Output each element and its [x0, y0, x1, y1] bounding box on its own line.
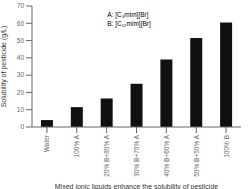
svg-text:70: 70 — [17, 2, 25, 9]
svg-text:Solubility of pesticide (g/L): Solubility of pesticide (g/L) — [8, 26, 9, 108]
svg-text:100% A: 100% A — [73, 134, 80, 157]
svg-text:50% B+50% A: 50% B+50% A — [193, 134, 200, 176]
svg-text:Mixed ionic liquids enhance th: Mixed ionic liquids enhance the solubili… — [55, 183, 219, 189]
svg-text:30: 30 — [17, 71, 25, 78]
svg-text:20% B+80% A: 20% B+80% A — [103, 134, 110, 176]
svg-text:20: 20 — [17, 89, 25, 96]
svg-text:50: 50 — [17, 37, 25, 44]
svg-text:40% B+60% A: 40% B+60% A — [163, 134, 170, 176]
html-text:B: [C₁₀mim][Br]: B: [C₁₀mim][Br] — [107, 20, 151, 28]
svg-text:60: 60 — [17, 20, 25, 27]
svg-text:100% B: 100% B — [223, 135, 230, 158]
svg-text:10: 10 — [17, 106, 25, 113]
svg-text:0: 0 — [20, 123, 24, 130]
svg-text:40: 40 — [17, 54, 25, 61]
svg-text:Water: Water — [43, 134, 50, 152]
svg-text:30% B+70% A: 30% B+70% A — [133, 134, 140, 176]
html-text:A: [C₄mim][Br]: A: [C₄mim][Br] — [107, 10, 149, 18]
